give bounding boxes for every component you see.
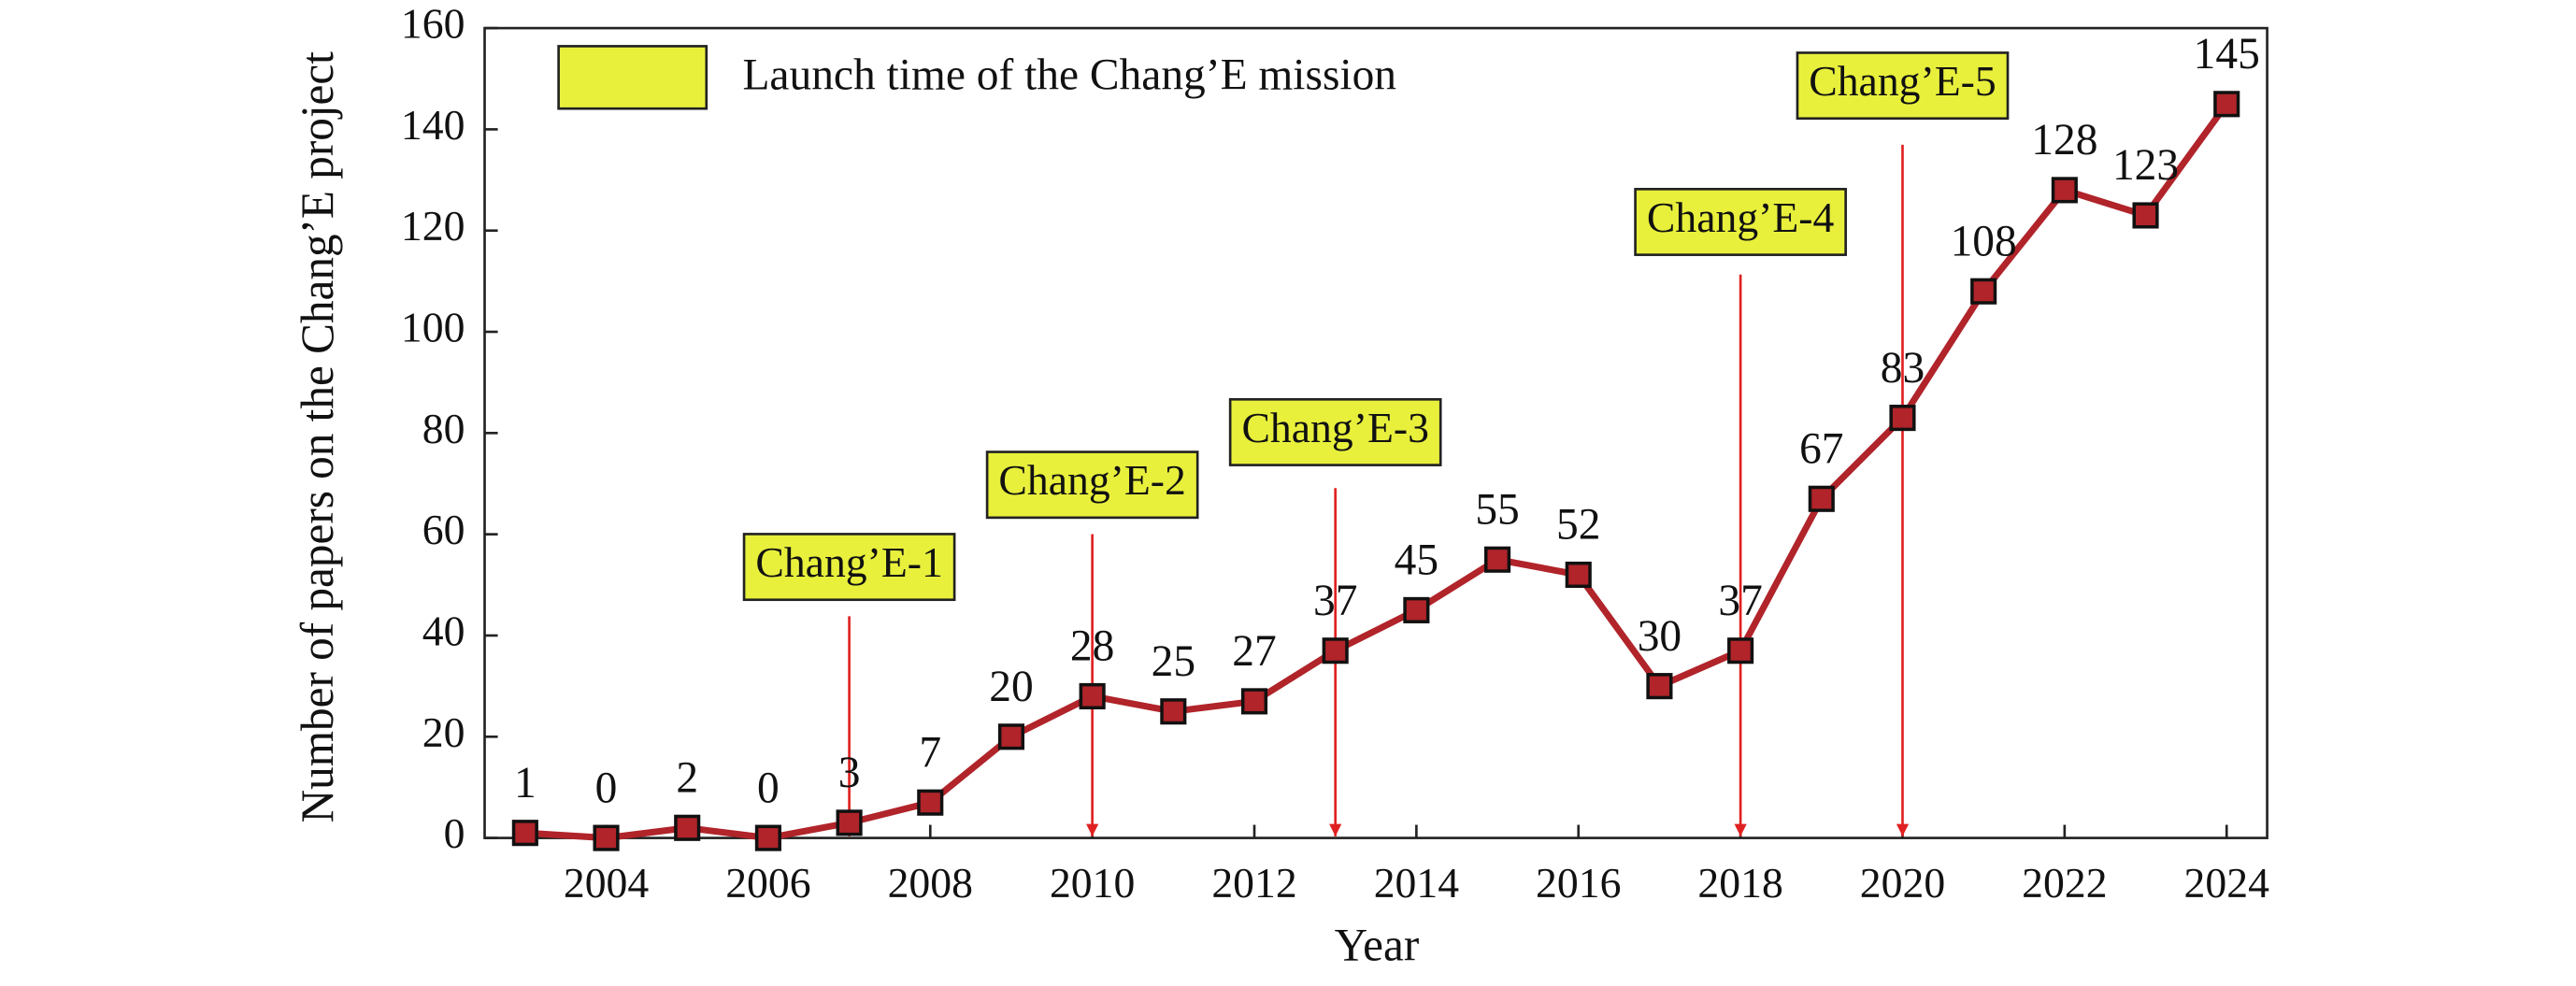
data-point	[593, 824, 620, 851]
value-label: 30	[1638, 612, 1682, 661]
value-label: 52	[1556, 501, 1600, 550]
data-point	[1483, 546, 1511, 573]
data-point	[917, 789, 944, 816]
y-tick-label: 40	[422, 607, 465, 654]
data-point	[1565, 561, 1592, 589]
value-label: 123	[2112, 141, 2179, 190]
x-tick-label: 2008	[888, 859, 973, 907]
x-tick-label: 2018	[1697, 859, 1782, 907]
annotation-box	[1796, 51, 2010, 121]
y-tick-label: 100	[401, 304, 465, 351]
series-line	[524, 102, 2230, 842]
data-point	[1727, 637, 1754, 664]
value-label: 2	[676, 753, 698, 802]
y-tick-label: 60	[422, 506, 465, 553]
value-label: 55	[1475, 485, 1519, 534]
x-tick-label: 2012	[1211, 859, 1296, 907]
y-tick-label: 120	[401, 202, 465, 250]
annotation-label: Chang’E-2	[998, 456, 1185, 504]
x-tick-label: 2010	[1050, 859, 1135, 907]
value-label: 3	[838, 749, 861, 797]
y-tick-label: 0	[444, 809, 465, 857]
value-label: 45	[1395, 536, 1438, 585]
x-axis-title: Year	[1335, 919, 1420, 970]
annotation-box	[985, 450, 1199, 520]
data-point	[2051, 177, 2078, 204]
y-tick-label: 160	[401, 0, 465, 48]
data-point	[674, 814, 701, 841]
x-tick-label: 2024	[2184, 859, 2270, 907]
annotation-box	[1634, 188, 1847, 256]
y-tick-label: 20	[422, 708, 465, 756]
value-label: 37	[1313, 577, 1357, 625]
x-tick-label: 2006	[725, 859, 810, 907]
value-label: 67	[1799, 424, 1843, 473]
y-tick-label: 80	[422, 405, 465, 452]
annotation-label: Chang’E-1	[755, 538, 942, 586]
data-point	[511, 820, 538, 847]
data-point	[754, 824, 781, 851]
value-label: 27	[1232, 627, 1276, 676]
data-point	[1403, 596, 1430, 623]
x-tick-label: 2020	[1860, 859, 1945, 907]
value-label: 20	[989, 663, 1033, 711]
value-label: 0	[595, 764, 618, 812]
value-label: 7	[919, 728, 941, 777]
annotation-label: Chang’E-3	[1241, 404, 1428, 451]
value-label: 1	[514, 759, 537, 807]
data-point	[1808, 485, 1835, 512]
data-point	[1240, 688, 1268, 715]
value-label: 0	[757, 764, 780, 812]
data-point	[2132, 202, 2159, 229]
data-point	[1322, 637, 1349, 664]
x-tick-label: 2014	[1374, 859, 1460, 907]
value-label: 25	[1152, 637, 1195, 686]
y-axis-title: Number of papers on the Chang’E project	[292, 51, 343, 823]
data-point	[836, 809, 863, 836]
value-label: 83	[1881, 344, 1925, 393]
value-label: 145	[2194, 30, 2260, 79]
data-point	[997, 723, 1025, 750]
x-tick-label: 2004	[564, 859, 650, 907]
annotation-label: Chang’E-4	[1647, 193, 1835, 241]
value-label: 28	[1070, 622, 1114, 671]
value-label: 108	[1951, 217, 2017, 265]
x-tick-label: 2022	[2022, 859, 2107, 907]
data-point	[1160, 698, 1187, 725]
legend-swatch	[557, 45, 708, 110]
data-point	[1079, 682, 1106, 710]
value-label: 128	[2031, 116, 2097, 164]
data-point	[1646, 673, 1673, 700]
data-point	[2213, 91, 2240, 118]
annotation-box	[742, 533, 956, 602]
data-point	[1889, 405, 1916, 432]
legend-label: Launch time of the Chang’E mission	[742, 50, 1396, 99]
y-tick-label: 140	[401, 101, 465, 149]
annotation-label: Chang’E-5	[1809, 57, 1996, 105]
annotation-box	[1228, 397, 1442, 466]
x-tick-label: 2016	[1536, 859, 1621, 907]
data-point	[1970, 278, 1997, 305]
value-label: 37	[1718, 577, 1762, 625]
